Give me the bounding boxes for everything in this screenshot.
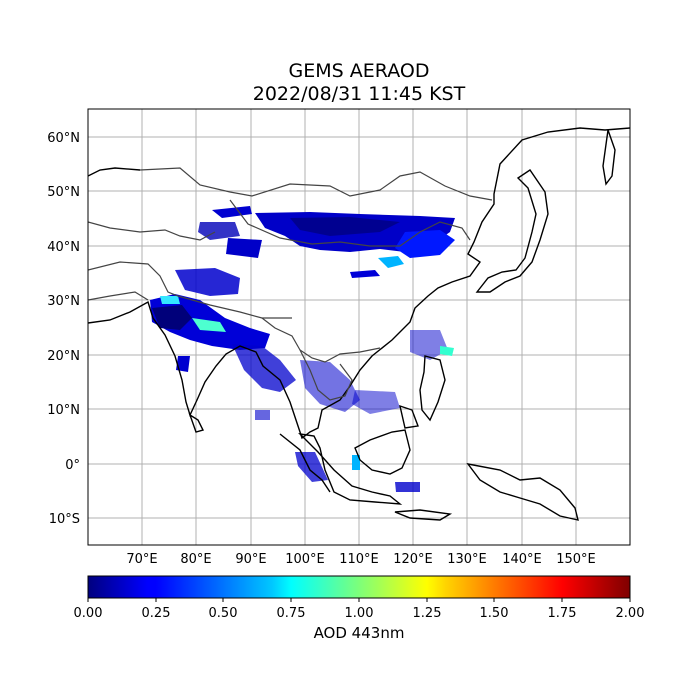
lon-tick-label: 80°E [180, 552, 211, 567]
lat-tick-label: 50°N [47, 185, 80, 200]
colorbar-tick-label: 0.00 [74, 606, 103, 621]
lon-tick-labels: 70°E 80°E 90°E 100°E 110°E 120°E 130°E 1… [126, 552, 595, 567]
lon-tick-label: 140°E [502, 552, 542, 567]
colorbar-label: AOD 443nm [313, 624, 405, 642]
colorbar-tick-label: 2.00 [616, 606, 645, 621]
colorbar-tick-label: 0.50 [209, 606, 238, 621]
lat-tick-labels: 60°N 50°N 40°N 30°N 20°N 10°N 0° 10°S [47, 131, 80, 527]
colorbar-tick-label: 1.75 [548, 606, 577, 621]
lon-tick-label: 150°E [556, 552, 596, 567]
colorbar-tick-label: 1.50 [480, 606, 509, 621]
lat-tick-label: 10°S [49, 512, 80, 527]
colorbar [87, 575, 631, 599]
lat-tick-label: 30°N [47, 294, 80, 309]
lon-tick-label: 70°E [126, 552, 157, 567]
coastlines [88, 127, 630, 521]
colorbar-tick-label: 1.25 [413, 606, 442, 621]
lon-tick-label: 90°E [235, 552, 266, 567]
lat-tick-label: 10°N [47, 403, 80, 418]
country-borders [88, 167, 493, 401]
colorbar-tick-label: 0.75 [277, 606, 306, 621]
colorbar-ticks [87, 598, 631, 602]
lat-tick-label: 20°N [47, 349, 80, 364]
lon-tick-label: 100°E [285, 552, 325, 567]
lon-tick-label: 110°E [339, 552, 379, 567]
map-frame-border [87, 108, 631, 546]
lat-tick-label: 60°N [47, 131, 80, 146]
colorbar-tick-labels: 0.00 0.25 0.50 0.75 1.00 1.25 1.50 1.75 … [74, 606, 645, 621]
lon-tick-label: 120°E [393, 552, 433, 567]
lat-tick-label: 40°N [47, 240, 80, 255]
map-subtitle-timestamp: 2022/08/31 11:45 KST [252, 83, 466, 105]
map-title: GEMS AERAOD [288, 60, 430, 82]
lon-tick-label: 130°E [447, 552, 487, 567]
colorbar-tick-label: 1.00 [345, 606, 374, 621]
lat-tick-label: 0° [65, 458, 80, 473]
colorbar-tick-label: 0.25 [142, 606, 171, 621]
